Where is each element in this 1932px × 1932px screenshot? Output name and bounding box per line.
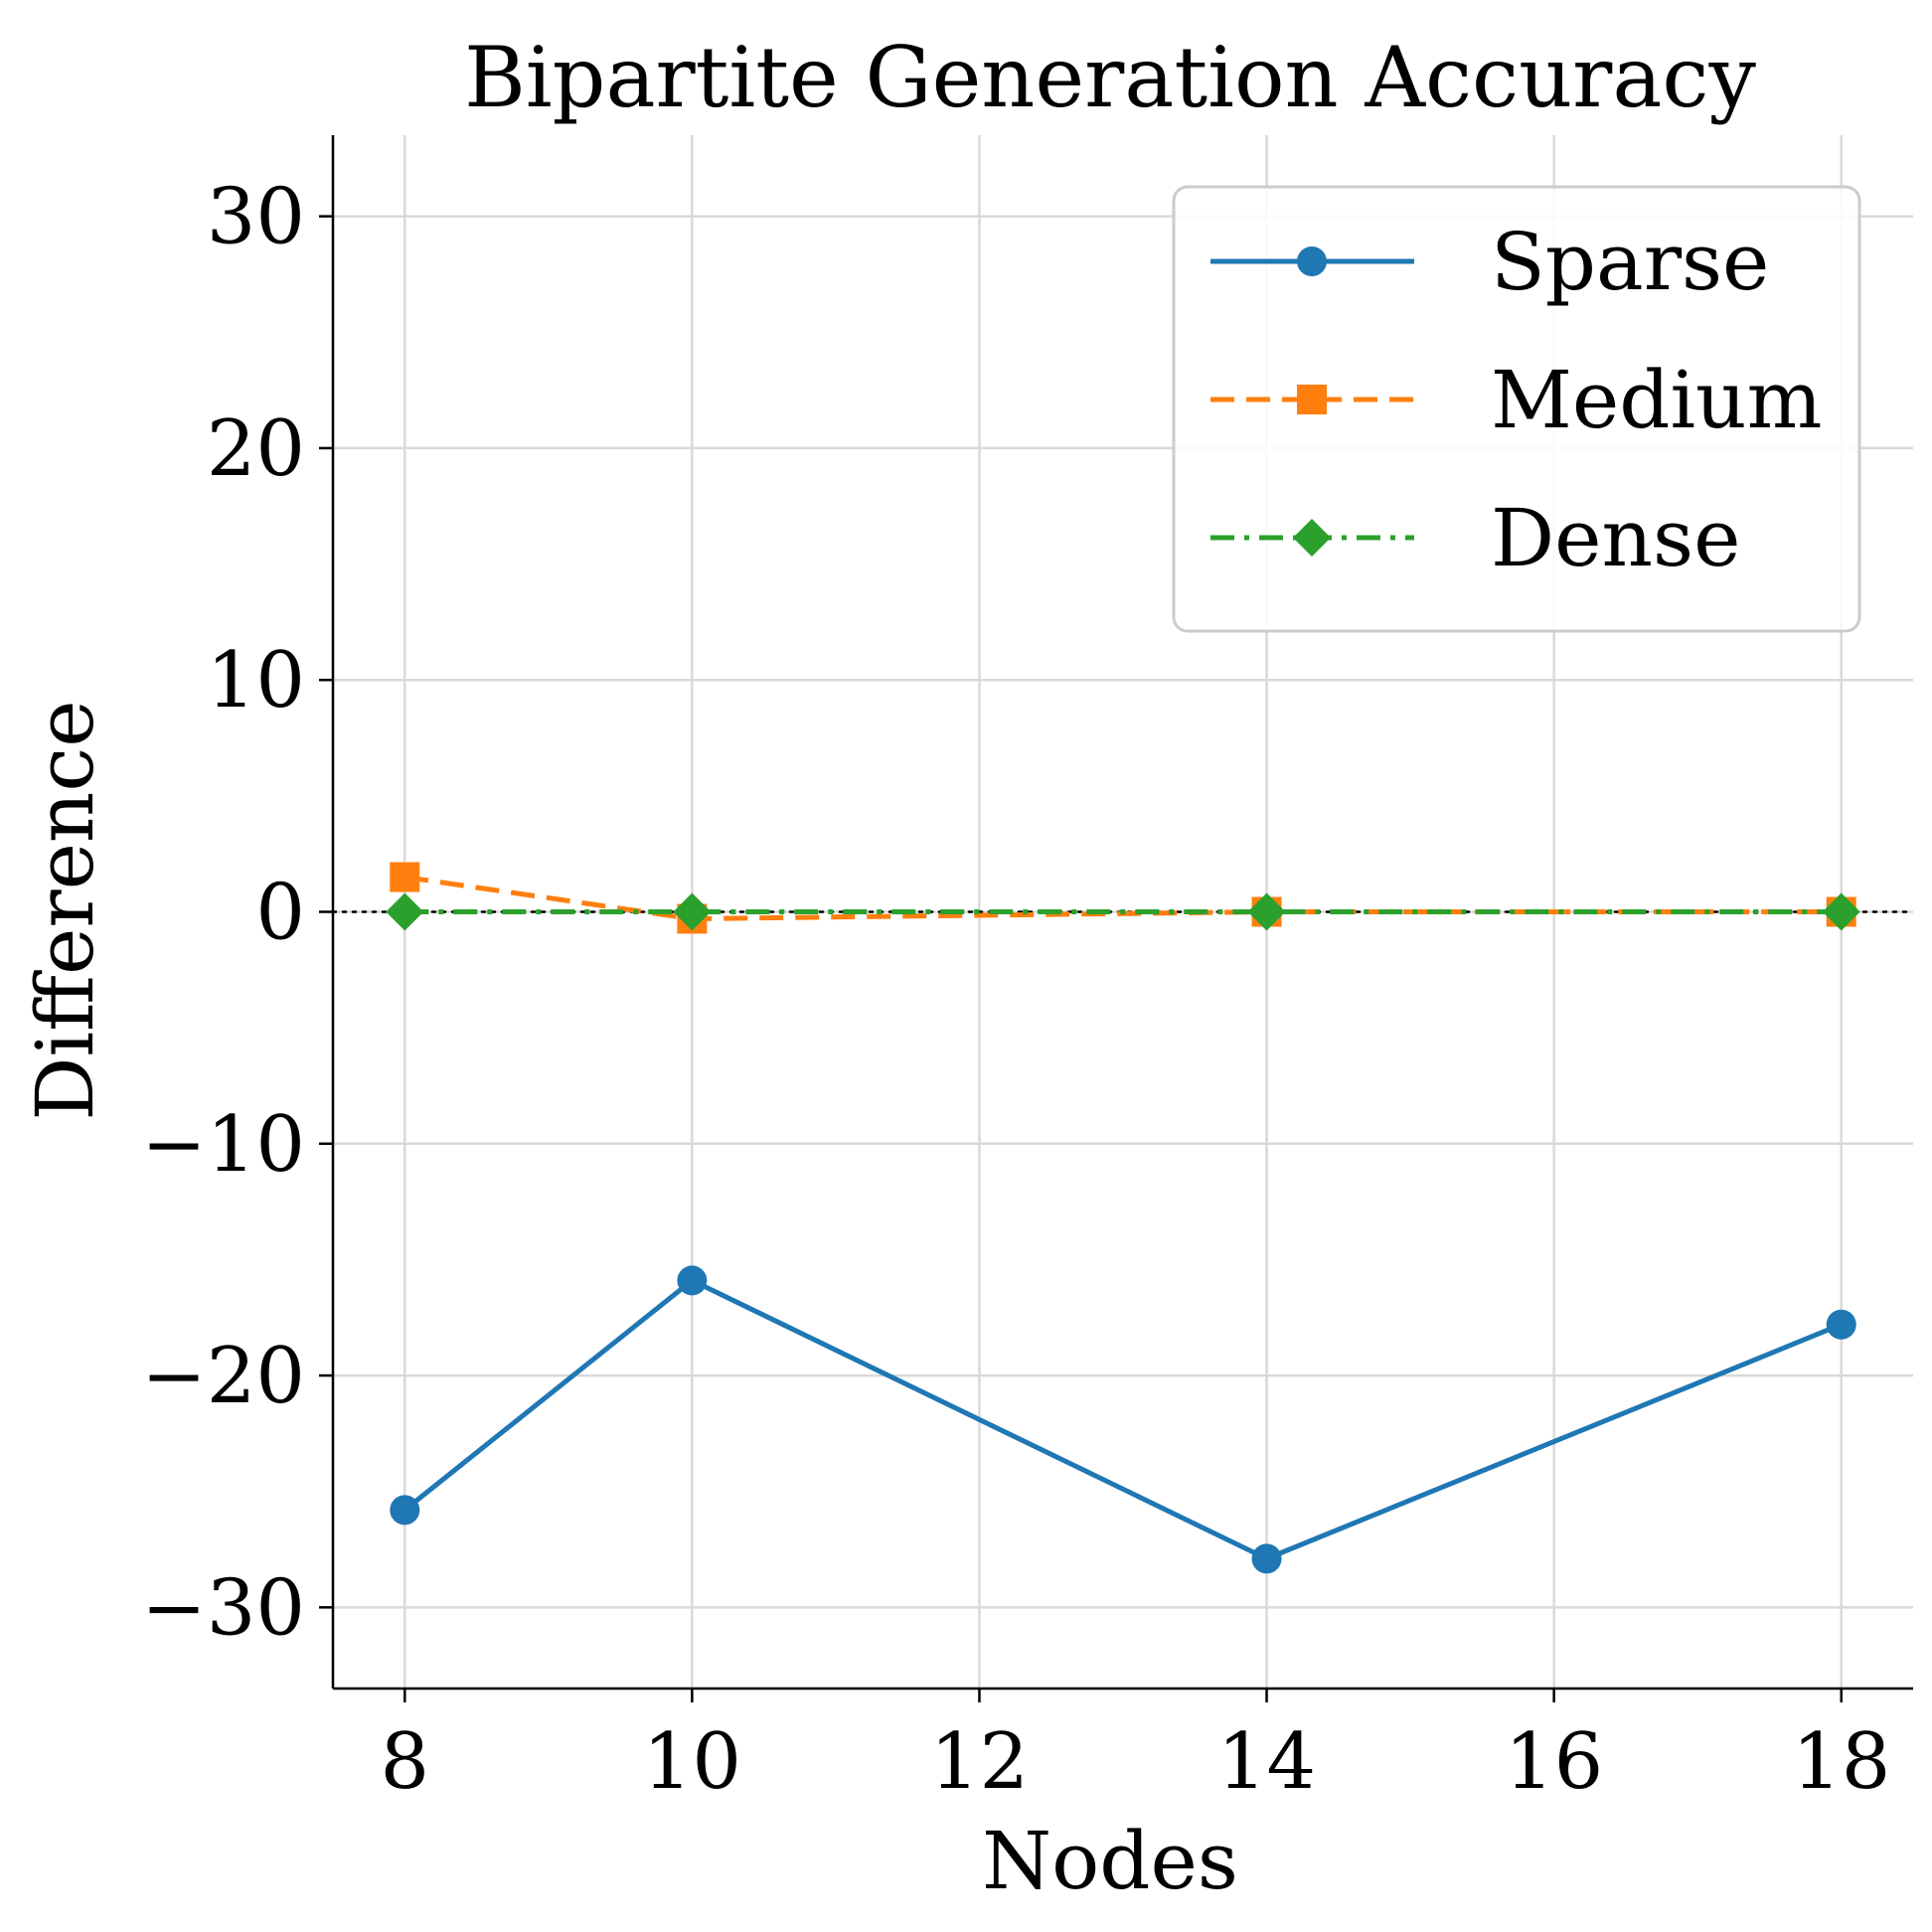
medium-line <box>403 875 1842 922</box>
legend: Sparse Medium Dense <box>1172 185 1861 633</box>
x-tick-label: 18 <box>1792 1717 1890 1807</box>
legend-entry-sparse: Sparse <box>1210 216 1769 308</box>
y-tick-label: −20 <box>141 1332 305 1421</box>
y-tick-label: 30 <box>207 173 305 262</box>
sparse-point <box>1251 1543 1282 1574</box>
y-tick-label: 20 <box>207 404 305 494</box>
legend-label-medium: Medium <box>1491 354 1822 446</box>
y-axis-label: Difference <box>19 700 111 1120</box>
legend-marker-medium <box>1297 385 1327 414</box>
x-tick-label: 14 <box>1217 1717 1316 1807</box>
x-axis-label: Nodes <box>982 1815 1238 1907</box>
dense-point <box>1247 892 1286 931</box>
legend-entry-medium: Medium <box>1210 354 1822 446</box>
series-sparse <box>390 1265 1856 1574</box>
legend-marker-dense <box>1293 519 1331 557</box>
series-dense <box>386 892 1860 931</box>
dense-point <box>386 892 424 931</box>
x-tick-label: 16 <box>1505 1717 1603 1807</box>
legend-box <box>1172 185 1861 633</box>
sparse-point <box>390 1495 420 1526</box>
x-tick-label: 8 <box>380 1717 429 1807</box>
y-tick-label: −30 <box>141 1563 305 1653</box>
sparse-line <box>402 1277 1843 1562</box>
sparse-point <box>1826 1309 1856 1340</box>
dense-point <box>1822 892 1860 931</box>
series-medium <box>390 862 1856 934</box>
legend-entry-dense: Dense <box>1210 492 1740 584</box>
series-layer <box>386 862 1860 1574</box>
dense-point <box>673 892 712 931</box>
x-tick-label: 10 <box>643 1717 741 1807</box>
legend-label-sparse: Sparse <box>1491 216 1769 308</box>
legend-marker-sparse <box>1297 246 1327 276</box>
x-tick-label: 12 <box>930 1717 1029 1807</box>
medium-point <box>390 862 420 892</box>
y-tick-label: −10 <box>141 1100 305 1190</box>
sparse-point <box>677 1265 708 1296</box>
y-tick-label: 10 <box>207 636 305 725</box>
axes: 8 10 12 14 16 18 −30 −20 −10 0 10 20 30 <box>141 135 1913 1807</box>
legend-label-dense: Dense <box>1491 492 1740 584</box>
y-tick-label: 0 <box>255 869 305 958</box>
chart-title: Bipartite Generation Accuracy <box>464 29 1756 126</box>
